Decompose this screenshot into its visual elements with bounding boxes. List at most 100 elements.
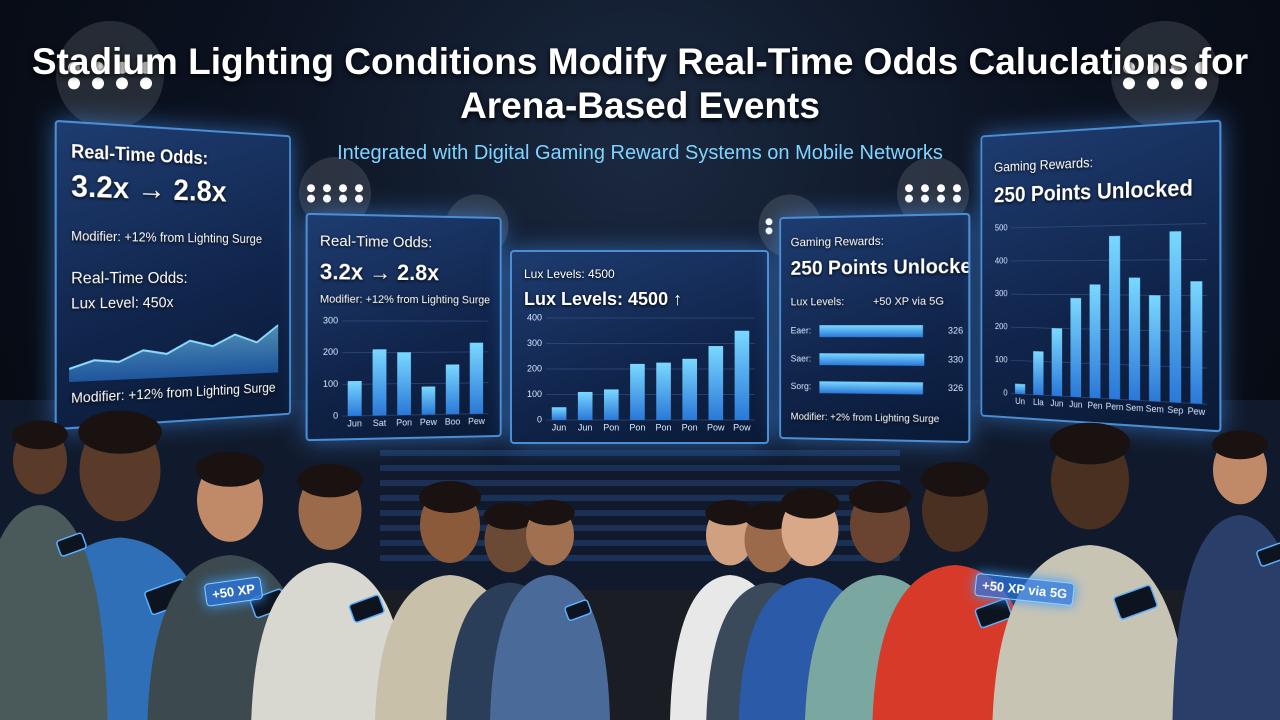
bar	[708, 346, 724, 420]
stadium-light	[323, 184, 331, 193]
stadium-light	[953, 194, 961, 203]
bar	[421, 386, 436, 415]
stadium-light	[1147, 61, 1159, 74]
seat-row	[380, 495, 900, 501]
bar	[819, 381, 923, 395]
stadium-light	[355, 184, 363, 193]
phone	[564, 599, 592, 621]
person-body	[992, 545, 1188, 720]
stadium-light	[1147, 77, 1159, 90]
light-glow	[299, 157, 371, 229]
stadium-light	[68, 77, 80, 90]
y-tick-label: 500	[995, 222, 1008, 232]
screen-chart: 0 100 200 300 Jun Sat Pon Pew Boo Pew	[323, 317, 494, 429]
stadium-light	[921, 184, 929, 193]
x-tick-label: Pon	[682, 422, 698, 432]
person-body	[0, 505, 108, 720]
phone	[1113, 584, 1158, 620]
y-tick-label: 100	[323, 379, 338, 389]
bar-label: Eaer:	[791, 325, 812, 335]
bar-label: Saer:	[791, 353, 812, 363]
stadium-light	[937, 184, 945, 193]
value-label: 330	[948, 354, 963, 364]
bar	[577, 391, 593, 420]
seat-row	[380, 480, 900, 486]
person-hair	[920, 461, 990, 497]
seat-row	[380, 525, 900, 531]
person-hair	[525, 499, 575, 526]
x-tick-label: Jun	[1069, 398, 1082, 409]
person-hair	[1049, 422, 1131, 465]
stadium-light	[339, 194, 347, 203]
stadium-light	[116, 77, 128, 90]
person-hair	[297, 463, 363, 498]
y-tick-label: 0	[333, 410, 338, 420]
stadium-light	[140, 61, 152, 74]
x-tick-label: Boo	[445, 416, 460, 426]
x-tick-label: Pon	[396, 417, 412, 427]
display-screen: Lux Levels: 4500 Lux Levels: 4500 ↑ 0 100 20…	[510, 250, 769, 444]
person-body	[1172, 515, 1280, 720]
stadium-light	[68, 61, 80, 74]
stadium-light	[1171, 77, 1183, 90]
value-label: 326	[948, 383, 963, 394]
x-tick-label: Jun	[552, 422, 567, 432]
y-tick-label: 0	[537, 414, 542, 424]
stadium-light	[905, 194, 913, 203]
area-fill	[69, 325, 279, 383]
y-tick-label: 200	[527, 363, 542, 373]
bar	[656, 362, 671, 420]
x-tick-label: Pon	[656, 422, 672, 432]
light-glow	[56, 21, 164, 129]
y-tick-label: 200	[995, 321, 1008, 332]
display-screen: Real-Time Odds: 3.2x → 2.8x Modifier: +12%…	[305, 212, 502, 442]
seat-row	[380, 450, 900, 456]
person-hair	[483, 502, 537, 530]
y-tick-label: 400	[527, 314, 542, 322]
seat-row	[380, 555, 900, 561]
stadium-light	[323, 194, 331, 203]
bar	[551, 407, 567, 420]
subheadline: Integrated with Digital Gaming Reward Sy…	[337, 142, 943, 164]
bar	[630, 363, 645, 420]
seat-row	[380, 465, 900, 471]
screen-chart: Eaer: 326 Saer: 330 Sorg: 326	[791, 325, 963, 395]
bar	[734, 330, 750, 420]
stadium-light	[765, 218, 773, 226]
value-label: 326	[948, 325, 963, 335]
bar	[603, 389, 619, 420]
x-tick-label: Sem	[1126, 402, 1144, 414]
phone	[1256, 542, 1280, 567]
person-hair	[849, 481, 911, 513]
display-screen: Real-Time Odds: 3.2x → 2.8x Modifier: +12%…	[54, 119, 291, 431]
y-tick-label: 0	[1003, 387, 1008, 397]
screen-chart: 0 100 200 300 400 Jun Jun Pon Pon Pon Pon Pow Pow	[527, 314, 755, 432]
display-screen: Gaming Rewards: 250 Points Unlocked 0 100 20…	[980, 119, 1222, 433]
seat-row	[380, 540, 900, 546]
stadium-light	[921, 194, 929, 203]
light-glow	[1111, 21, 1219, 129]
x-tick-label: Pew	[420, 417, 438, 427]
person-hair	[1212, 430, 1268, 460]
stadium-light	[765, 227, 773, 235]
bar	[819, 353, 925, 366]
display-screen: Gaming Rewards: 250 Points Unlocked Lux Le…	[779, 212, 971, 444]
y-tick-label: 200	[323, 347, 338, 357]
headline: Stadium Lighting Conditions Modify Real-…	[31, 41, 1249, 126]
seat-row	[380, 510, 900, 516]
stadium-light	[140, 77, 152, 90]
stadium-light	[339, 184, 347, 193]
stadium-light	[953, 184, 961, 193]
stadium-light	[1171, 61, 1183, 74]
x-tick-label: Sat	[373, 418, 387, 428]
x-tick-label: Pow	[707, 422, 725, 432]
y-tick-label: 400	[995, 255, 1008, 265]
bar	[682, 358, 698, 420]
bar-label: Sorg:	[791, 381, 812, 391]
stadium-light	[307, 184, 315, 193]
person-hair	[780, 488, 840, 519]
y-tick-label: 100	[527, 389, 542, 399]
bar	[1089, 284, 1101, 399]
